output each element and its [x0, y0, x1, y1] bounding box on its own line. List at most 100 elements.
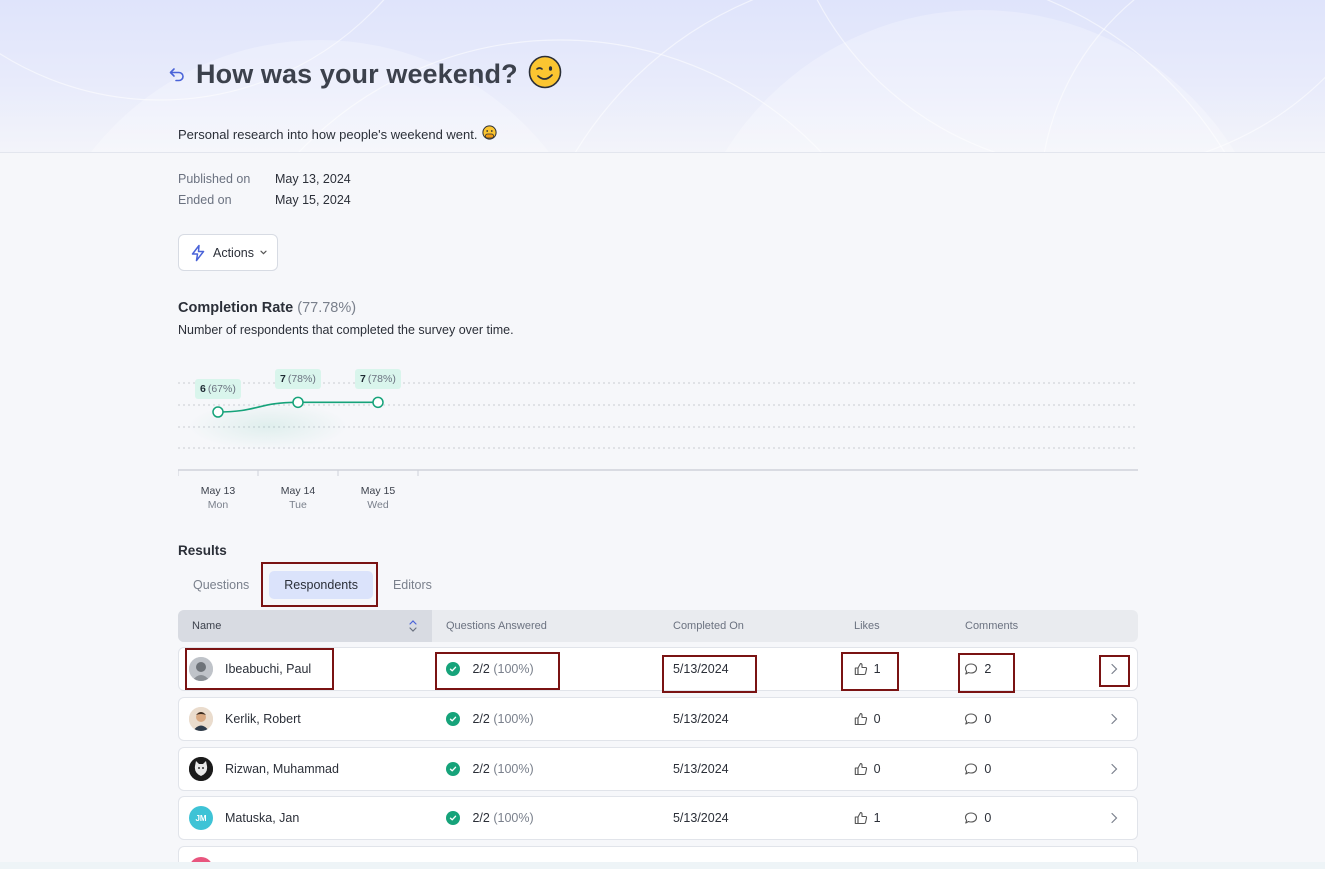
check-circle-icon: [446, 712, 461, 726]
line-glow: [188, 402, 348, 450]
column-header-questions[interactable]: Questions Answered: [446, 620, 547, 632]
likes-cell[interactable]: 0: [840, 748, 951, 790]
x-tick-label: May 15 Wed: [348, 484, 408, 512]
published-label: Published on: [178, 171, 251, 186]
data-label-percent: (78%): [367, 373, 396, 386]
comments-cell[interactable]: 0: [950, 797, 1090, 839]
questions-answered-cell: 2/2 (100%): [432, 797, 659, 839]
row-open-button[interactable]: [1090, 698, 1137, 740]
table-row[interactable]: Rizwan, Muhammad 2/2 (100%) 5/13/2024 0 …: [178, 747, 1138, 791]
data-label-value: 7: [280, 373, 286, 386]
table-header: Name Questions Answered Completed On Lik…: [178, 610, 1138, 642]
answered-count: 2/2: [472, 662, 490, 676]
questions-answered-cell: 2/2 (100%): [432, 648, 659, 690]
answered-count: 2/2: [472, 811, 490, 825]
answered-count: 2/2: [472, 762, 490, 776]
results-title: Results: [178, 543, 227, 558]
photo-avatar-gray: [189, 657, 213, 681]
data-label-percent: (78%): [287, 373, 316, 386]
name-cell: Rizwan, Muhammad: [179, 748, 432, 790]
questions-answered-cell: 2/2 (100%): [432, 698, 659, 740]
tab-editors[interactable]: Editors: [392, 578, 432, 592]
name-cell: Ibeabuchi, Paul: [179, 648, 432, 690]
likes-count: 1: [873, 811, 881, 825]
photo-avatar-cat: [189, 757, 213, 781]
bottom-edge: [0, 862, 1325, 869]
respondent-name: Rizwan, Muhammad: [225, 762, 339, 776]
check-circle-icon: [446, 662, 461, 676]
survey-dates: Published on May 13, 2024 Ended on May 1…: [178, 168, 351, 210]
chevron-right-icon: [1109, 763, 1119, 775]
sort-icon[interactable]: [408, 619, 418, 633]
thumbs-up-icon: [854, 762, 868, 776]
comments-count: 0: [984, 811, 992, 825]
x-tick-date: May 15: [360, 485, 396, 497]
completion-rate-percent: (77.78%): [297, 300, 357, 316]
questions-answered-cell: 2/2 (100%): [432, 748, 659, 790]
completed-on-cell: 5/13/2024: [672, 662, 729, 676]
face-with-hand-emoji-icon: [481, 125, 497, 143]
lightning-icon: [189, 244, 207, 262]
published-value: May 13, 2024: [275, 171, 351, 186]
x-tick-date: May 13: [200, 485, 236, 497]
respondent-name: Ibeabuchi, Paul: [225, 662, 312, 676]
likes-cell[interactable]: 1: [840, 797, 951, 839]
x-tick-weekday: Mon: [207, 499, 229, 511]
likes-cell[interactable]: 1: [840, 648, 951, 690]
comment-icon: [964, 662, 978, 676]
wink-emoji-icon: [528, 55, 562, 94]
respondent-name: Kerlik, Robert: [225, 712, 301, 726]
answered-percent: (100%): [493, 662, 534, 676]
column-header-comments[interactable]: Comments: [965, 620, 1019, 632]
data-label-percent: (67%): [207, 383, 236, 395]
photo-avatar-man: [189, 707, 213, 731]
comments-cell[interactable]: 2: [950, 648, 1090, 690]
column-header-name[interactable]: Name: [178, 610, 432, 642]
row-open-button[interactable]: [1090, 648, 1137, 690]
thumbs-up-icon: [854, 712, 868, 726]
ended-row: Ended on May 15, 2024: [178, 189, 351, 210]
comments-cell[interactable]: 0: [950, 698, 1090, 740]
back-arrow-icon[interactable]: [168, 64, 188, 84]
header-background: [0, 0, 1325, 153]
data-label: 7 (78%): [275, 369, 321, 390]
column-header-completed[interactable]: Completed On: [673, 620, 744, 632]
comments-cell[interactable]: 0: [950, 748, 1090, 790]
survey-description: Personal research into how people's week…: [178, 125, 497, 143]
table-row[interactable]: Kerlik, Robert 2/2 (100%) 5/13/2024 0 0: [178, 697, 1138, 741]
comment-icon: [964, 811, 978, 825]
data-point: [372, 396, 384, 409]
completed-on-cell: 5/13/2024: [672, 712, 729, 726]
likes-count: 0: [873, 712, 881, 726]
x-tick-date: May 14: [280, 485, 316, 497]
x-tick-label: May 13 Mon: [188, 484, 248, 512]
answered-percent: (100%): [493, 712, 534, 726]
comment-icon: [964, 712, 978, 726]
tab-respondents[interactable]: Respondents: [269, 571, 373, 599]
data-label-value: 6: [200, 383, 206, 395]
data-point: [292, 396, 304, 409]
tab-questions[interactable]: Questions: [193, 578, 250, 592]
column-name-label: Name: [192, 620, 222, 632]
table-row[interactable]: JM Matuska, Jan 2/2 (100%) 5/13/2024 1 0: [178, 796, 1138, 840]
name-cell: JM Matuska, Jan: [179, 797, 432, 839]
row-open-button[interactable]: [1090, 797, 1137, 839]
answered-percent: (100%): [493, 762, 534, 776]
actions-button[interactable]: Actions: [178, 234, 278, 271]
chevron-down-icon: [259, 248, 268, 257]
ended-value: May 15, 2024: [275, 192, 351, 207]
likes-cell[interactable]: 0: [840, 698, 951, 740]
completion-rate-label: Completion Rate: [178, 300, 294, 316]
description-text: Personal research into how people's week…: [178, 126, 478, 142]
table-row[interactable]: Ibeabuchi, Paul 2/2 (100%) 5/13/2024 1 2: [178, 647, 1138, 691]
column-header-likes[interactable]: Likes: [854, 620, 880, 632]
chart-canvas: [178, 382, 1138, 476]
actions-label: Actions: [213, 245, 254, 260]
comments-count: 2: [984, 662, 992, 676]
published-row: Published on May 13, 2024: [178, 168, 351, 189]
thumbs-up-icon: [854, 662, 868, 676]
completed-on-cell: 5/13/2024: [672, 811, 729, 825]
thumbs-up-icon: [854, 811, 868, 825]
ended-label: Ended on: [178, 192, 232, 207]
row-open-button[interactable]: [1090, 748, 1137, 790]
